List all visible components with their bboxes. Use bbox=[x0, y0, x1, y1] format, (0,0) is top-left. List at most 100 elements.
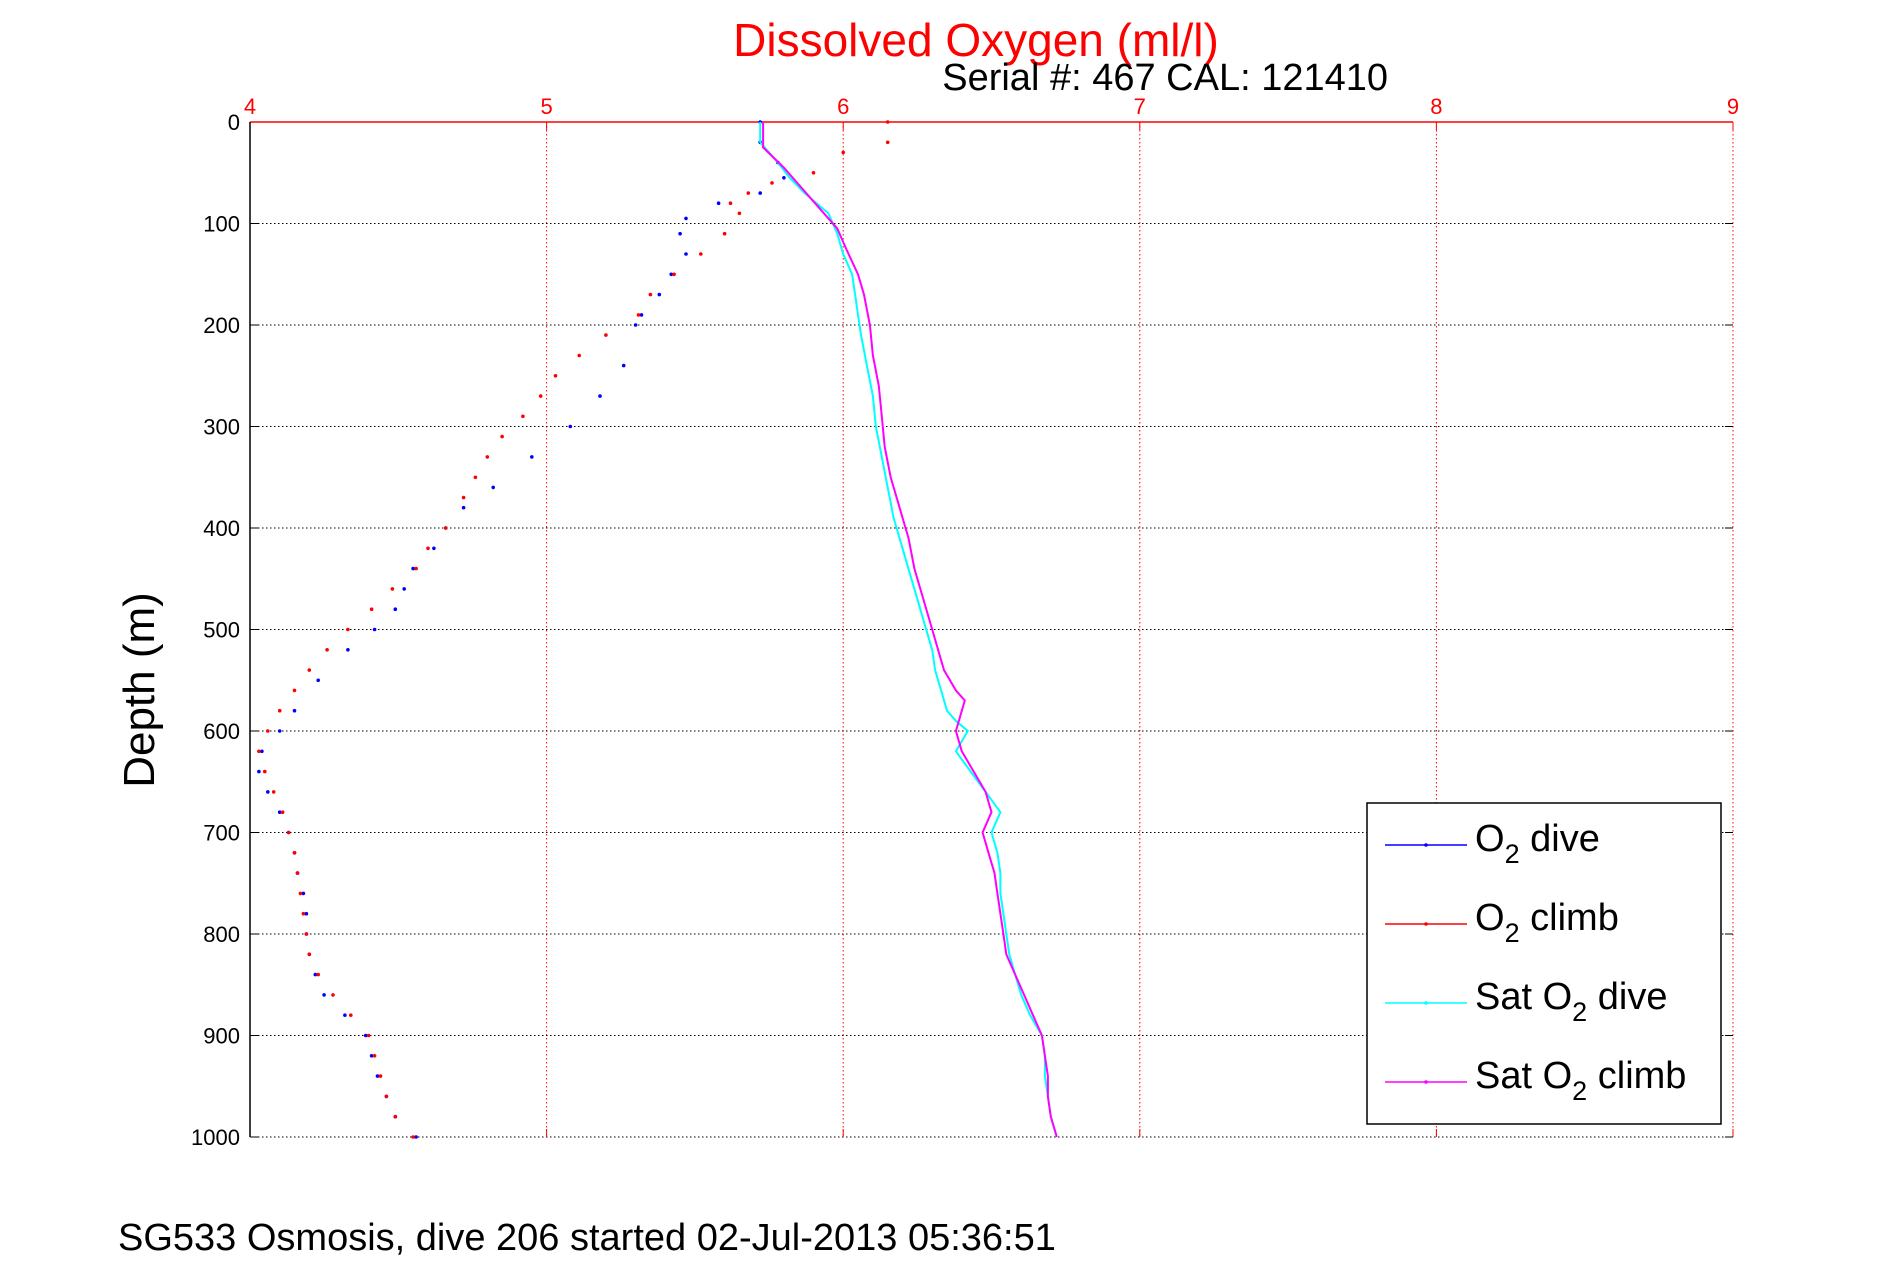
y-tick-label: 900 bbox=[203, 1024, 240, 1049]
data-point-o2-dive bbox=[277, 729, 282, 733]
data-point-o2-climb bbox=[811, 171, 816, 175]
data-point-o2-climb bbox=[286, 830, 291, 835]
data-point-o2-climb bbox=[728, 201, 733, 205]
data-point-o2-climb bbox=[266, 729, 270, 733]
data-point-o2-dive bbox=[432, 546, 436, 551]
x-tick-label: 7 bbox=[1134, 94, 1146, 119]
data-point-o2-climb bbox=[577, 353, 581, 358]
data-point-o2-dive bbox=[461, 505, 466, 510]
y-tick-label: 600 bbox=[203, 719, 240, 744]
data-point-o2-dive bbox=[684, 252, 688, 256]
data-point-o2-climb bbox=[500, 434, 504, 439]
data-point-o2-dive bbox=[782, 176, 786, 180]
data-point-o2-dive bbox=[530, 455, 534, 459]
data-point-o2-climb bbox=[746, 191, 751, 195]
chart-title: Dissolved Oxygen (ml/l) bbox=[733, 14, 1219, 66]
legend-entry-o2-climb: O2 climb bbox=[1385, 897, 1619, 948]
data-point-o2-dive bbox=[346, 648, 350, 652]
legend-entry-sat-o2-dive: Sat O2 dive bbox=[1385, 976, 1667, 1027]
series-line-sat-o2-climb bbox=[762, 122, 1058, 1138]
legend-label-o2-dive: O2 dive bbox=[1475, 818, 1600, 869]
chart-subtitle: Serial #: 467 CAL: 121410 bbox=[942, 57, 1388, 99]
data-point-o2-climb bbox=[770, 181, 774, 185]
data-point-o2-dive bbox=[369, 1054, 374, 1058]
data-point-o2-dive bbox=[266, 790, 270, 794]
data-point-o2-dive bbox=[678, 231, 682, 236]
y-tick-label: 500 bbox=[203, 618, 240, 643]
data-point-o2-climb bbox=[325, 648, 329, 652]
data-point-o2-climb bbox=[384, 1094, 389, 1099]
data-point-o2-climb bbox=[372, 1054, 377, 1058]
data-point-o2-climb bbox=[378, 1074, 383, 1078]
data-point-o2-climb bbox=[672, 272, 676, 277]
legend-entry-o2-dive: O2 dive bbox=[1385, 818, 1600, 869]
data-point-o2-climb bbox=[841, 150, 845, 155]
legend-box bbox=[1366, 802, 1722, 1125]
data-point-o2-climb bbox=[722, 231, 727, 236]
data-point-o2-dive bbox=[639, 313, 644, 317]
data-point-o2-climb bbox=[411, 1135, 415, 1139]
x-tick-label: 6 bbox=[837, 94, 849, 119]
data-point-o2-climb bbox=[277, 708, 282, 713]
data-point-o2-dive bbox=[758, 191, 762, 195]
data-point-o2-dive bbox=[657, 292, 662, 297]
legend: O2 dive O2 climb Sat O2 dive Sat O2 climb bbox=[1366, 802, 1722, 1125]
data-point-o2-dive bbox=[411, 566, 415, 571]
data-point-o2-climb bbox=[390, 587, 395, 591]
axes: 4 5 6 7 8 9 0 100 200 300 400 500 600 700 800 900 1000 bbox=[191, 94, 1739, 1150]
data-point-o2-dive bbox=[372, 627, 377, 632]
x-tick-label: 9 bbox=[1727, 94, 1739, 119]
data-point-o2-climb bbox=[426, 546, 430, 551]
data-point-o2-climb bbox=[292, 851, 297, 855]
footer-text: SG533 Osmosis, dive 206 started 02-Jul-2… bbox=[118, 1217, 1056, 1259]
data-point-o2-dive bbox=[316, 678, 321, 683]
x-tick-label: 8 bbox=[1430, 94, 1442, 119]
legend-marker-sat-o2-climb bbox=[1424, 1080, 1428, 1084]
y-tick-label: 1000 bbox=[191, 1125, 240, 1150]
series-line-sat-o2-dive bbox=[759, 122, 1058, 1138]
data-point-o2-climb bbox=[280, 810, 285, 814]
data-point-o2-dive bbox=[257, 769, 261, 774]
legend-label-sat-o2-climb: Sat O2 climb bbox=[1475, 1055, 1686, 1106]
data-point-o2-climb bbox=[346, 627, 350, 632]
x-tick-label: 4 bbox=[244, 94, 256, 119]
data-point-o2-dive bbox=[402, 587, 407, 591]
data-point-o2-dive bbox=[313, 972, 318, 977]
y-tick-label: 700 bbox=[203, 821, 240, 846]
data-point-o2-climb bbox=[636, 313, 641, 317]
data-point-o2-climb bbox=[263, 769, 267, 774]
data-point-o2-climb bbox=[444, 526, 448, 530]
data-point-o2-dive bbox=[684, 216, 688, 221]
data-point-o2-dive bbox=[621, 363, 626, 368]
data-point-o2-climb bbox=[485, 455, 490, 459]
y-axis-label: Depth (m) bbox=[115, 592, 164, 788]
data-point-o2-climb bbox=[369, 607, 374, 611]
x-tick-label: 5 bbox=[540, 94, 552, 119]
data-point-o2-climb bbox=[461, 495, 466, 500]
data-point-o2-climb bbox=[292, 688, 297, 693]
data-point-o2-climb bbox=[885, 120, 890, 124]
y-tick-label: 100 bbox=[203, 212, 240, 237]
data-point-o2-climb bbox=[885, 140, 890, 145]
data-point-o2-climb bbox=[473, 475, 478, 480]
data-point-o2-climb bbox=[553, 374, 558, 378]
data-point-o2-climb bbox=[307, 952, 312, 957]
series-o2-climb bbox=[257, 120, 890, 1139]
data-point-o2-climb bbox=[648, 292, 653, 297]
data-point-o2-dive bbox=[414, 1135, 418, 1139]
data-point-o2-climb bbox=[295, 871, 300, 875]
data-point-o2-dive bbox=[301, 891, 306, 896]
data-point-o2-dive bbox=[633, 323, 638, 327]
data-point-o2-climb bbox=[414, 566, 418, 571]
data-point-o2-climb bbox=[307, 668, 312, 672]
data-point-o2-climb bbox=[316, 972, 321, 977]
data-point-o2-climb bbox=[257, 749, 261, 754]
data-point-o2-dive bbox=[343, 1013, 347, 1017]
legend-marker-o2-climb bbox=[1424, 922, 1428, 926]
data-point-o2-climb bbox=[699, 252, 703, 256]
data-point-o2-climb bbox=[304, 932, 309, 936]
data-point-o2-dive bbox=[568, 424, 573, 429]
legend-label-o2-climb: O2 climb bbox=[1475, 897, 1619, 948]
data-point-o2-climb bbox=[538, 394, 543, 398]
data-point-o2-dive bbox=[277, 810, 282, 814]
